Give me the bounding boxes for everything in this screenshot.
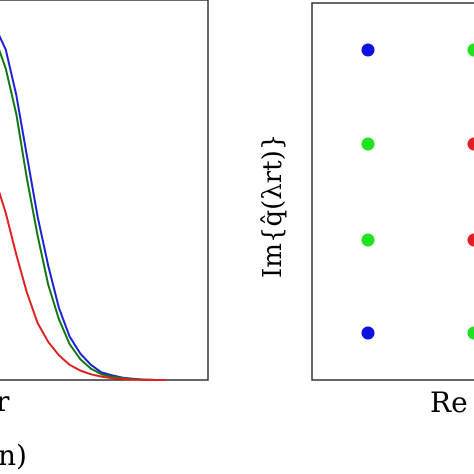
- right-scatter-chart: Im{q̂(λrt)} Re: [258, 2, 474, 419]
- scatter-point-5: [467, 233, 474, 247]
- right-plot-frame: [311, 2, 474, 381]
- scatter-point-6: [361, 326, 375, 340]
- left-series-line-1: [0, 49, 166, 381]
- scatter-point-2: [361, 137, 375, 151]
- right-xlabel-fragment: Re: [430, 386, 468, 419]
- left-series-line-0: [0, 34, 166, 381]
- scatter-point-4: [361, 233, 375, 247]
- left-series-group: [0, 34, 166, 381]
- left-caption-fragment: n): [0, 439, 27, 472]
- scatter-point-1: [467, 43, 474, 57]
- left-line-chart: r n): [0, 0, 209, 472]
- right-ylabel: Im{q̂(λrt)}: [258, 134, 288, 278]
- left-series-line-2: [0, 191, 166, 381]
- left-plot-frame: [0, 0, 209, 381]
- scatter-point-3: [467, 137, 474, 151]
- scatter-point-0: [361, 43, 375, 57]
- left-xlabel-fragment: r: [0, 385, 10, 418]
- scatter-point-7: [467, 326, 474, 340]
- right-points-group: [361, 43, 474, 340]
